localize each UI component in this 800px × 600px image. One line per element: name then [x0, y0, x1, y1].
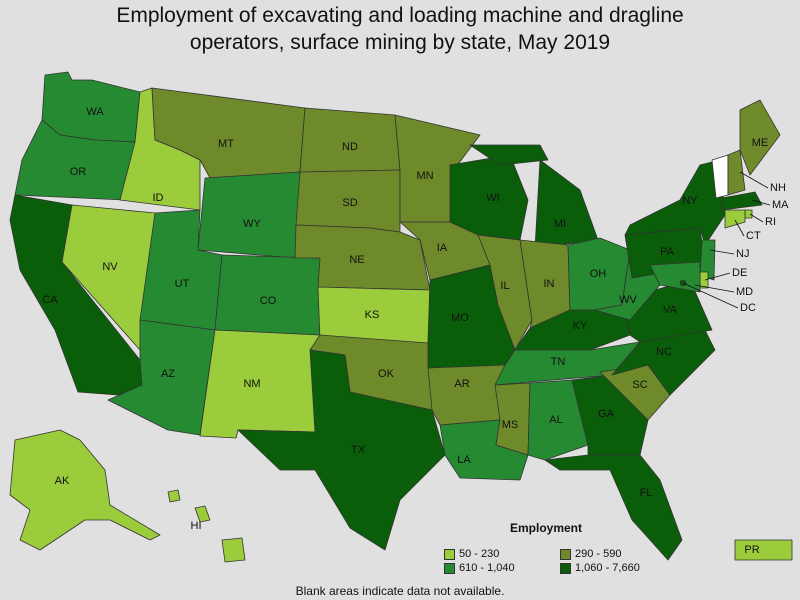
state-fl[interactable]: [544, 454, 683, 561]
state-label-ri: RI: [765, 216, 776, 228]
state-label-nd: ND: [342, 141, 358, 153]
leader-line-ri: [749, 213, 764, 223]
state-label-nm: NM: [243, 378, 260, 390]
state-label-ms: MS: [502, 419, 519, 431]
state-label-in: IN: [544, 278, 555, 290]
state-hi[interactable]: [167, 489, 246, 563]
state-label-la: LA: [457, 454, 471, 466]
state-label-il: IL: [500, 280, 509, 292]
legend-swatch-2: [560, 548, 571, 560]
state-label-wy: WY: [243, 218, 261, 230]
legend-swatch-4: [560, 562, 571, 574]
state-label-al: AL: [549, 414, 562, 426]
state-label-ky: KY: [573, 320, 588, 332]
state-ri[interactable]: [744, 209, 753, 219]
state-nh[interactable]: [727, 149, 746, 196]
state-label-wi: WI: [486, 192, 499, 204]
state-label-de: DE: [732, 267, 747, 279]
state-label-pa: PA: [660, 246, 675, 258]
legend-label-4: 1,060 - 7,660: [575, 562, 640, 574]
state-label-ia: IA: [437, 242, 448, 254]
legend-label-1: 50 - 230: [459, 548, 500, 560]
state-label-nc: NC: [656, 346, 672, 358]
state-ma[interactable]: [721, 191, 763, 211]
state-label-md: MD: [736, 286, 753, 298]
state-ct[interactable]: [724, 209, 746, 229]
state-ar[interactable]: [427, 364, 506, 426]
legend-item-2: 290 - 590: [560, 548, 621, 560]
state-label-fl: FL: [640, 487, 653, 499]
state-label-wv: WV: [619, 294, 637, 306]
state-label-oh: OH: [590, 268, 607, 280]
leader-line-de: [704, 272, 731, 281]
state-pr[interactable]: [734, 539, 793, 561]
state-label-pr: PR: [744, 544, 759, 556]
state-md[interactable]: [649, 261, 701, 293]
state-label-nj: NJ: [736, 248, 749, 260]
state-label-ne: NE: [349, 254, 364, 266]
legend-swatch-3: [444, 562, 455, 574]
state-label-ct: CT: [746, 230, 761, 242]
state-label-or: OR: [70, 166, 87, 178]
title-line-1: Employment of excavating and loading mac…: [116, 4, 684, 27]
state-label-mo: MO: [451, 312, 469, 324]
state-label-hi: HI: [191, 520, 202, 532]
leader-line-md: [694, 284, 735, 293]
legend-label-2: 290 - 590: [575, 548, 622, 560]
state-wy[interactable]: [197, 171, 301, 259]
title-line-2: operators, surface mining by state, May …: [189, 31, 611, 54]
state-de[interactable]: [699, 271, 709, 289]
state-label-ga: GA: [598, 408, 615, 420]
leader-line-dc: [682, 282, 739, 309]
state-label-wa: WA: [86, 106, 104, 118]
state-label-ks: KS: [365, 309, 380, 321]
state-label-tx: TX: [351, 444, 366, 456]
legend-swatch-1: [444, 548, 455, 560]
leader-line-nh: [739, 171, 769, 189]
state-label-dc: DC: [740, 302, 756, 314]
state-ak[interactable]: [9, 429, 161, 551]
state-label-ma: MA: [772, 199, 789, 211]
footnote: Blank areas indicate data not available.: [295, 584, 505, 598]
map-title: Employment of excavating and loading mac…: [0, 2, 800, 56]
state-label-co: CO: [260, 295, 277, 307]
state-label-ny: NY: [682, 195, 698, 207]
legend-item-3: 610 - 1,040: [444, 562, 515, 574]
legend-item-1: 50 - 230: [444, 548, 499, 560]
state-label-me: ME: [752, 137, 769, 149]
state-label-mi: MI: [554, 218, 566, 230]
state-ms[interactable]: [494, 382, 531, 456]
state-tx[interactable]: [237, 349, 446, 551]
state-label-va: VA: [663, 304, 678, 316]
state-label-tn: TN: [551, 356, 566, 368]
state-label-sd: SD: [342, 197, 357, 209]
state-label-mn: MN: [416, 170, 433, 182]
leader-line-ct: [734, 219, 745, 237]
state-label-mt: MT: [218, 138, 234, 150]
leader-line-nj: [709, 249, 735, 255]
legend-label-3: 610 - 1,040: [459, 562, 515, 574]
state-label-sc: SC: [632, 379, 647, 391]
state-me[interactable]: [739, 99, 781, 176]
state-label-ok: OK: [378, 368, 395, 380]
state-label-nh: NH: [770, 182, 786, 194]
state-label-ak: AK: [55, 475, 70, 487]
legend-item-4: 1,060 - 7,660: [560, 562, 640, 574]
state-al[interactable]: [527, 379, 589, 461]
legend-title: Employment: [510, 521, 583, 535]
state-label-id: ID: [153, 192, 164, 204]
state-label-az: AZ: [161, 368, 175, 380]
state-label-nv: NV: [102, 261, 118, 273]
state-label-ut: UT: [175, 278, 190, 290]
state-label-ar: AR: [454, 378, 469, 390]
leader-line-ma: [751, 199, 771, 206]
state-label-ca: CA: [42, 294, 58, 306]
